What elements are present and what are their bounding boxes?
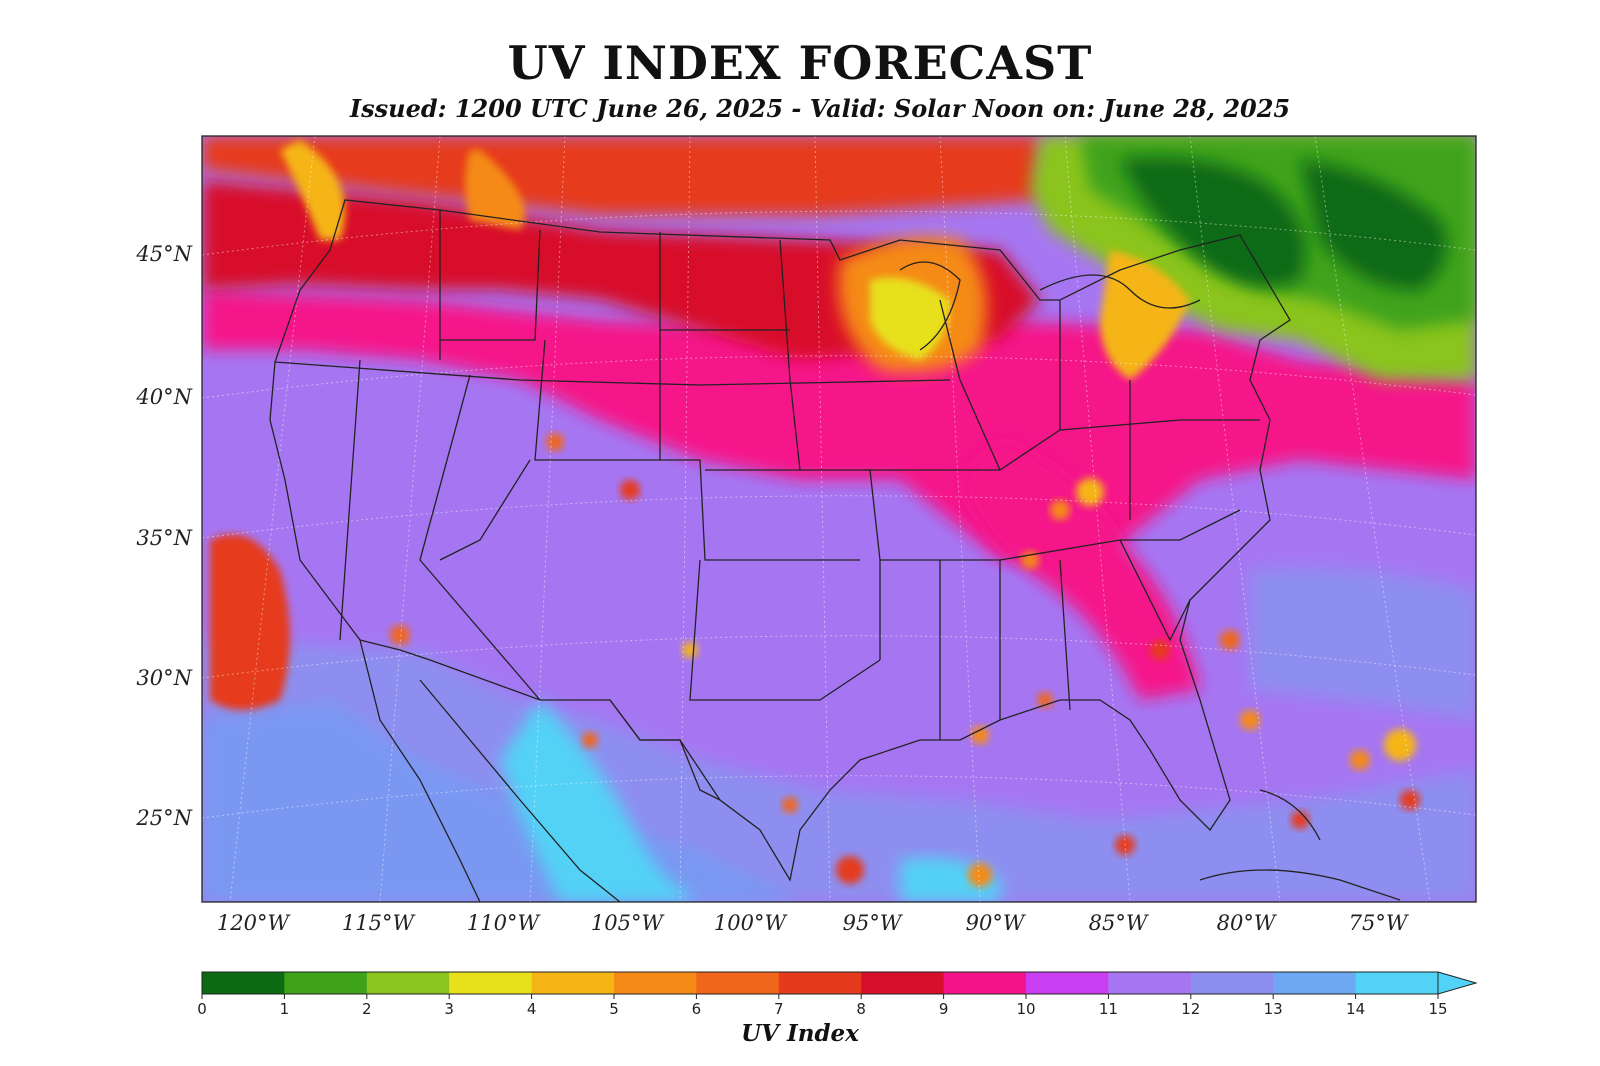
lat-label-25: 25°N [135,806,192,830]
colorbar-tick-label: 11 [1099,1000,1118,1018]
lon-label-115: 115°W [342,911,417,935]
colorbar-extend-arrow [1437,971,1478,995]
colorbar-segment [1190,972,1274,994]
colorbar-segment [1108,972,1192,994]
lon-label-80: 80°W [1217,911,1278,935]
colorbar: 0 1 2 3 4 5 6 7 8 9 10 11 12 13 14 15 [197,971,1478,1018]
colorbar-tick-label: 7 [774,1000,784,1018]
lon-label-75: 75°W [1349,911,1410,935]
graticule [202,136,1476,902]
colorbar-tick-label: 5 [609,1000,619,1018]
longitude-labels: 120°W 115°W 110°W 105°W 100°W 95°W 90°W … [217,911,1410,935]
colorbar-outline [201,971,1439,995]
lon-label-105: 105°W [591,911,666,935]
map-frame [201,135,1477,903]
lat-label-35: 35°N [136,526,192,550]
colorbar-segment [1026,972,1109,994]
colorbar-tick-label: 12 [1181,1000,1200,1018]
colorbar-tick-label: 6 [692,1000,702,1018]
colorbar-segment [943,972,1027,994]
colorbar-segment [861,972,945,994]
colorbar-segment [696,972,780,994]
map-title: UV INDEX FORECAST [507,36,1093,90]
colorbar-tick-label: 14 [1346,1000,1365,1018]
lon-label-90: 90°W [966,911,1027,935]
colorbar-tick-label: 13 [1264,1000,1283,1018]
colorbar-tick-label: 1 [280,1000,290,1018]
lon-label-110: 110°W [467,911,542,935]
colorbar-tick-label: 9 [939,1000,949,1018]
colorbar-tick-label: 8 [856,1000,866,1018]
colorbar-tick-label: 0 [197,1000,207,1018]
colorbar-segment [614,972,697,994]
colorbar-segment [284,972,368,994]
lat-label-30: 30°N [136,666,192,690]
uv-field [202,136,1476,902]
map-subtitle: Issued: 1200 UTC June 26, 2025 - Valid: … [349,94,1291,123]
colorbar-tick-label: 4 [527,1000,537,1018]
colorbar-segment [202,972,285,994]
lat-label-45: 45°N [135,242,192,266]
lon-label-120: 120°W [217,911,292,935]
colorbar-tick-label: 15 [1428,1000,1447,1018]
colorbar-title: UV Index [741,1020,859,1047]
colorbar-segment [1355,972,1439,994]
lon-label-100: 100°W [714,911,789,935]
colorbar-segment [449,972,533,994]
lon-label-95: 95°W [843,911,904,935]
boundaries [269,199,1401,902]
colorbar-segment [531,972,615,994]
lon-label-85: 85°W [1089,911,1150,935]
colorbar-tick-label: 3 [444,1000,454,1018]
colorbar-segment [778,972,862,994]
colorbar-tick-label: 2 [362,1000,372,1018]
colorbar-tick-label: 10 [1016,1000,1035,1018]
colorbar-segment [1273,972,1357,994]
colorbar-segment [366,972,450,994]
lat-label-40: 40°N [135,385,192,409]
latitude-labels: 45°N 40°N 35°N 30°N 25°N [135,242,192,830]
